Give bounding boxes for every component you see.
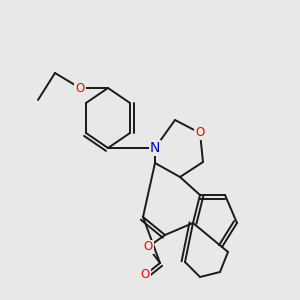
Text: O: O: [143, 241, 153, 254]
Text: N: N: [150, 141, 160, 155]
Text: O: O: [140, 268, 150, 281]
Text: O: O: [195, 127, 205, 140]
Text: O: O: [75, 82, 85, 94]
